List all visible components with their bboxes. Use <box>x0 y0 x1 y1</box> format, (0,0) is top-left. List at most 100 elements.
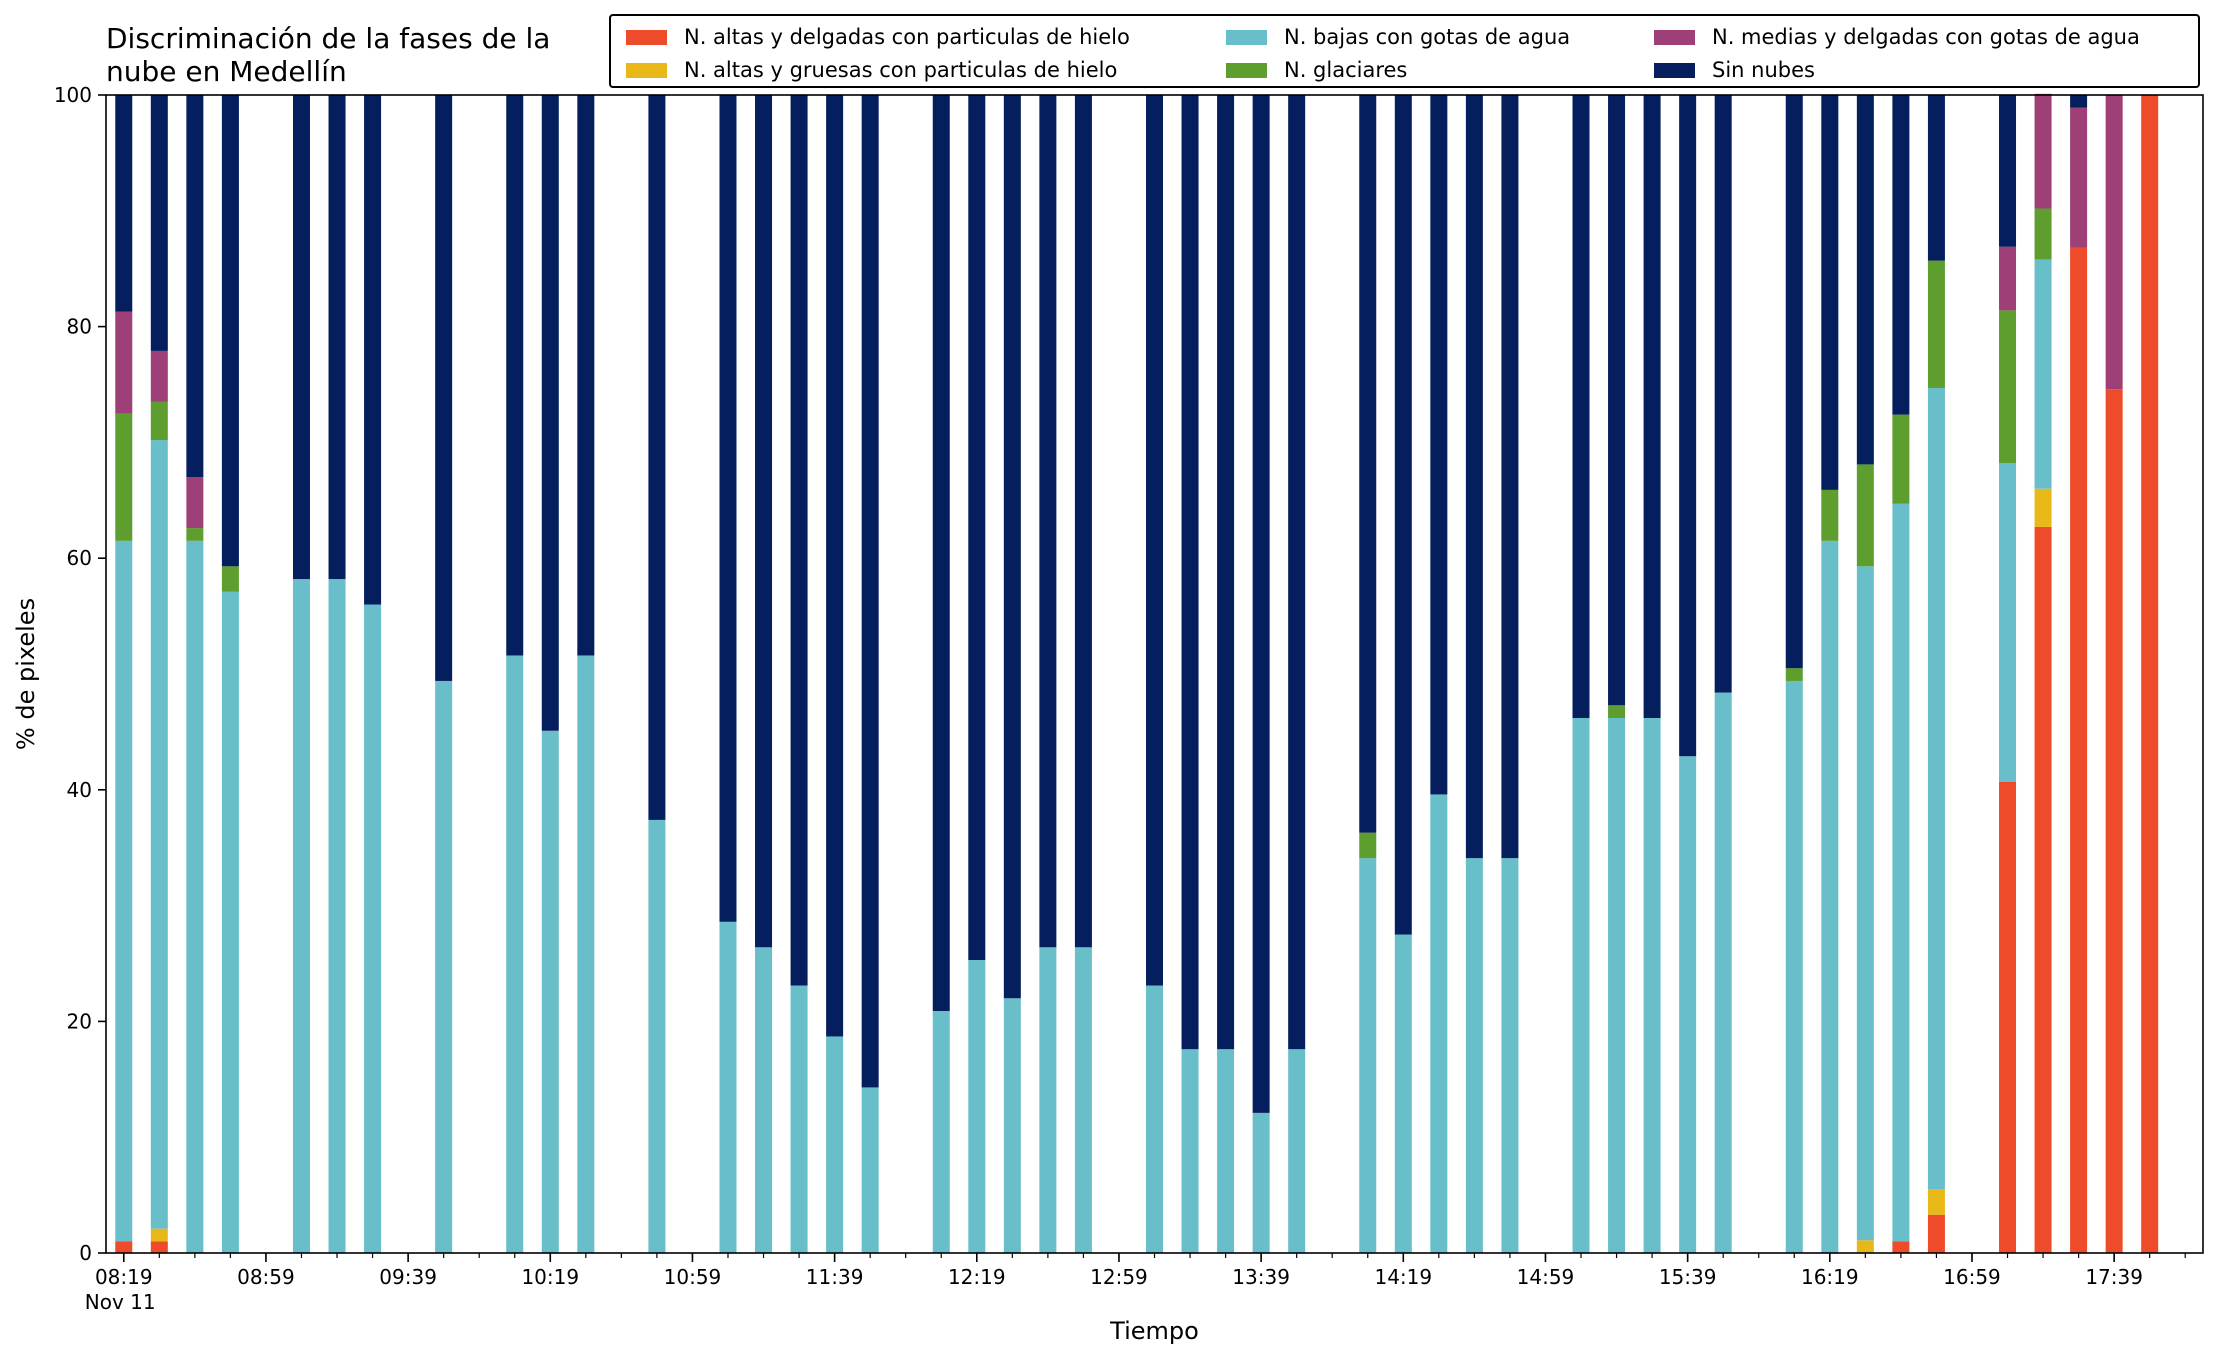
legend-swatch <box>1654 62 1695 78</box>
bar-segment <box>1608 718 1626 1253</box>
x-tick-label: 12:59 <box>1090 1265 1148 1289</box>
bar-segment <box>1821 489 1839 541</box>
bar-segment <box>115 540 133 1242</box>
legend-item-altas-delgadas: N. altas y delgadas con particulas de hi… <box>626 24 1130 50</box>
bar-segment <box>968 95 986 961</box>
x-tick-label: 12:19 <box>948 1265 1006 1289</box>
bar-segment <box>2034 208 2052 260</box>
bar-segment <box>150 401 168 441</box>
bar-segment <box>186 95 204 478</box>
bar-segment <box>186 477 204 529</box>
legend-label: Sin nubes <box>1712 58 1815 82</box>
x-tick-label: 14:19 <box>1374 1265 1432 1289</box>
bar-segment <box>506 655 524 1253</box>
legend-item-sin-nubes: Sin nubes <box>1654 57 1815 83</box>
chart-title: Discriminación de la fases de la nube en… <box>106 22 550 88</box>
bar-segment <box>2034 259 2052 489</box>
bar-segment <box>1501 95 1519 859</box>
x-tick-label: 09:39 <box>379 1265 437 1289</box>
bar-segment <box>1003 998 1021 1253</box>
bar-segment <box>1999 95 2017 247</box>
x-tick-label: 08:19 <box>95 1265 153 1289</box>
bar-segment <box>1856 1240 1874 1253</box>
bar-segment <box>1892 503 1910 1242</box>
bar-segment <box>1999 246 2017 311</box>
bar-segment <box>115 1241 133 1253</box>
legend-swatch <box>1654 29 1695 45</box>
bar-segment <box>1394 95 1412 935</box>
legend-label: N. altas y gruesas con particulas de hie… <box>684 58 1118 82</box>
x-tick-label: 13:39 <box>1232 1265 1290 1289</box>
bar-segment <box>861 95 879 1088</box>
chart-title-line-2: nube en Medellín <box>106 55 347 88</box>
bar-segment <box>221 95 239 567</box>
bar-segment <box>1643 95 1661 718</box>
legend-item-bajas: N. bajas con gotas de agua <box>1226 24 1570 50</box>
legend-item-medias: N. medias y delgadas con gotas de agua <box>1654 24 2140 50</box>
bar-segment <box>1714 95 1732 693</box>
legend-swatch <box>1226 29 1267 45</box>
bar-segment <box>150 350 168 402</box>
bar-segment <box>1181 95 1199 1050</box>
bar-segment <box>1288 95 1306 1050</box>
bar-segment <box>435 95 453 681</box>
x-tick-label: 10:59 <box>664 1265 722 1289</box>
bar-segment <box>1608 705 1626 719</box>
bar-segment <box>719 95 737 922</box>
x-tick-label: 08:59 <box>237 1265 295 1289</box>
bar-segment <box>2105 389 2123 1253</box>
bar-segment <box>1465 858 1483 1253</box>
bar-segment <box>790 985 808 1253</box>
x-tick-label: 14:59 <box>1517 1265 1575 1289</box>
bar-segment <box>1394 934 1412 1253</box>
legend-label: N. bajas con gotas de agua <box>1284 25 1571 49</box>
bar-segment <box>1608 95 1626 706</box>
bar-segment <box>115 95 133 312</box>
bar-segment <box>2141 95 2159 1253</box>
bar-segment <box>648 819 666 1253</box>
bar-segment <box>755 95 773 948</box>
bar-segment <box>1856 95 1874 465</box>
bar-segment <box>2070 247 2088 1254</box>
bar-segment <box>1430 794 1448 1253</box>
bar-segment <box>1572 95 1590 718</box>
bar-segment <box>1892 1241 1910 1253</box>
bar-segment <box>328 579 346 1253</box>
bar-segment <box>577 655 595 1253</box>
bar-segment <box>150 1241 168 1253</box>
bar-segment <box>328 95 346 580</box>
legend-label: N. medias y delgadas con gotas de agua <box>1712 25 2140 49</box>
bar-segment <box>790 95 808 986</box>
x-tick-label: 17:39 <box>2085 1265 2143 1289</box>
bar-segment <box>541 730 559 1253</box>
y-axis-label: % de pixeles <box>12 598 40 750</box>
bar-segment <box>2034 526 2052 1253</box>
bar-segment <box>1679 756 1697 1253</box>
bar-segment <box>292 579 310 1253</box>
bar-segment <box>1714 692 1732 1253</box>
legend-swatch <box>626 62 667 78</box>
bar-segment <box>1927 260 1945 388</box>
bar-segment <box>577 95 595 656</box>
bar-segment <box>1892 414 1910 504</box>
bar-segment <box>150 440 168 1229</box>
bar-segment <box>2070 95 2088 108</box>
bar-segment <box>968 960 986 1253</box>
bar-segment <box>2034 93 2052 209</box>
bar-segment <box>435 680 453 1253</box>
bar-segment <box>1217 95 1235 1050</box>
x-tick-label: 11:39 <box>806 1265 864 1289</box>
bar-segment <box>1359 832 1377 859</box>
bar-segment <box>1821 95 1839 490</box>
bar-segment <box>364 604 382 1253</box>
legend-item-altas-gruesas: N. altas y gruesas con particulas de hie… <box>626 57 1117 83</box>
bar-segment <box>364 95 382 605</box>
bar-segment <box>541 95 559 731</box>
bar-segment <box>1501 858 1519 1253</box>
y-tick-label: 20 <box>67 1009 92 1033</box>
bar-segment <box>2105 95 2123 390</box>
bar-segment <box>506 95 524 656</box>
bar-segment <box>1999 463 2017 782</box>
y-tick-label: 60 <box>67 546 92 570</box>
bar-segment <box>1999 781 2017 1253</box>
